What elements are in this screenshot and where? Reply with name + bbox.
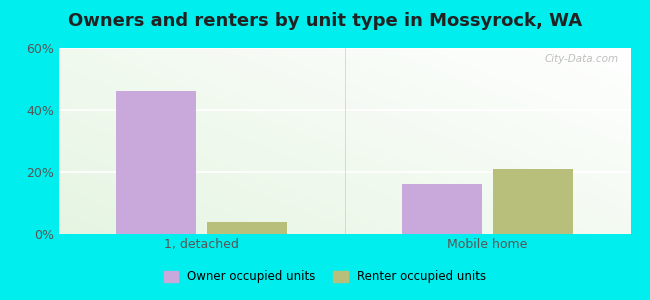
Bar — [402, 184, 482, 234]
Bar — [116, 92, 196, 234]
Bar — [493, 169, 573, 234]
Text: Owners and renters by unit type in Mossyrock, WA: Owners and renters by unit type in Mossy… — [68, 12, 582, 30]
Legend: Owner occupied units, Renter occupied units: Owner occupied units, Renter occupied un… — [159, 266, 491, 288]
Text: City-Data.com: City-Data.com — [545, 54, 619, 64]
Bar — [207, 222, 287, 234]
